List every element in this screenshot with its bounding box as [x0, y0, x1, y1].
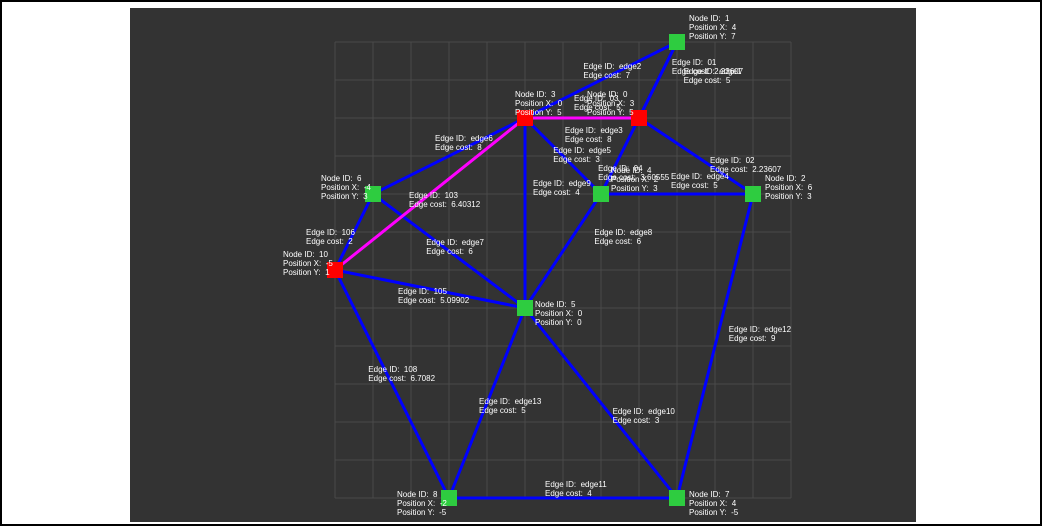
node-2[interactable] — [745, 186, 761, 202]
node-1[interactable] — [669, 34, 685, 50]
outer-frame: Node ID: 0 Position X: 3 Position Y: 5No… — [0, 0, 1042, 526]
node-4[interactable] — [593, 186, 609, 202]
node-8[interactable] — [441, 490, 457, 506]
node-7[interactable] — [669, 490, 685, 506]
edge-105 — [335, 270, 525, 308]
grid — [335, 42, 791, 498]
node-10[interactable] — [327, 262, 343, 278]
node-6[interactable] — [365, 186, 381, 202]
node-0[interactable] — [631, 110, 647, 126]
graph-panel: Node ID: 0 Position X: 3 Position Y: 5No… — [130, 8, 916, 522]
node-3[interactable] — [517, 110, 533, 126]
graph-svg — [130, 8, 916, 522]
node-5[interactable] — [517, 300, 533, 316]
